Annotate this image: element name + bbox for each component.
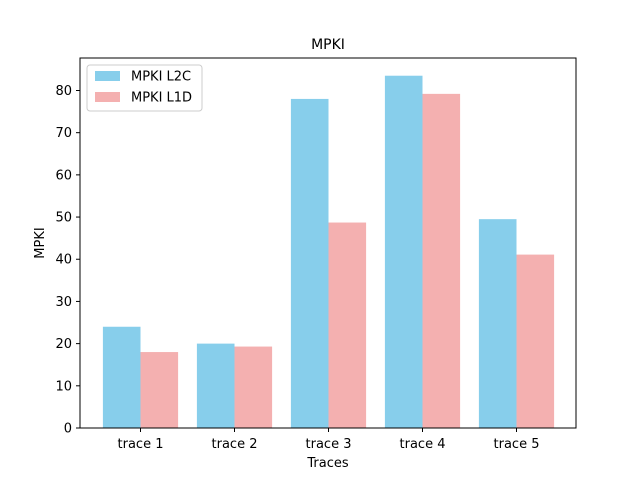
legend-label-1: MPKI L2C [131,70,191,85]
x-tick-label: trace 2 [212,437,258,452]
bar-2-1 [140,352,179,428]
legend: MPKI L2C MPKI L1D [86,64,203,112]
y-tick-label: 70 [55,126,72,141]
bar-1-3 [290,98,329,429]
y-tick-label: 40 [55,253,72,268]
legend-swatch-1 [95,71,120,81]
bar-2-3 [328,222,367,428]
y-axis-label: MPKI [33,227,48,258]
y-tick-label: 50 [55,211,72,226]
bar-2-5 [516,254,555,428]
bar-1-1 [102,326,141,428]
bar-1-5 [478,219,517,428]
bar-1-4 [384,75,423,428]
y-tick-label: 60 [55,168,72,183]
plot-frame [79,57,577,429]
y-tick-label: 20 [55,337,72,352]
x-tick-label: trace 5 [494,437,540,452]
y-axis: 0 10 20 30 40 50 60 70 80 [55,84,80,437]
y-tick-label: 30 [55,295,72,310]
x-axis-label: Traces [306,456,348,471]
bars-group [102,75,555,429]
chart-title: MPKI [311,37,345,53]
x-tick-label: trace 3 [306,437,352,452]
legend-swatch-2 [95,92,120,102]
x-tick-label: trace 1 [118,437,164,452]
bar-2-2 [234,346,273,428]
bar-1-2 [196,343,235,428]
x-tick-label: trace 4 [400,437,446,452]
y-tick-label: 0 [64,422,72,437]
y-tick-label: 10 [55,379,72,394]
bar-2-4 [422,93,461,429]
legend-label-2: MPKI L1D [131,91,192,106]
y-tick-label: 80 [55,84,72,99]
x-axis: trace 1 trace 2 trace 3 trace 4 trace 5 [118,428,540,452]
